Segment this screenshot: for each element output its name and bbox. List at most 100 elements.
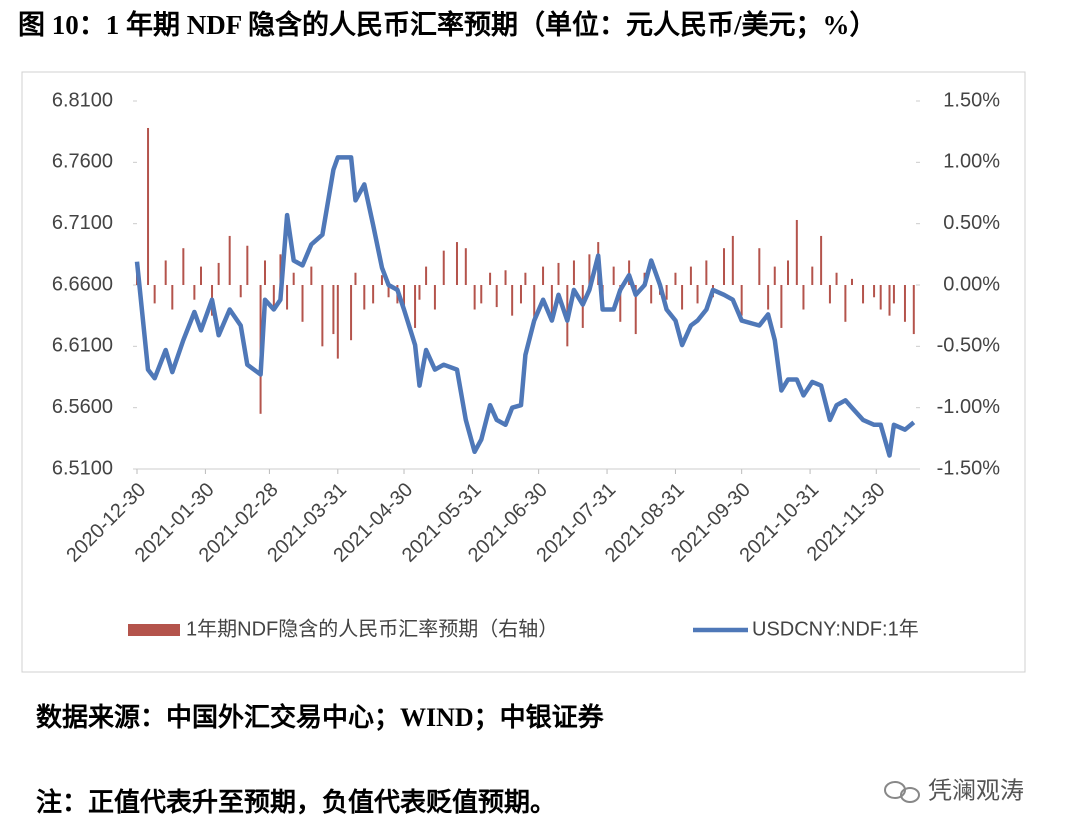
bar — [473, 285, 476, 310]
bar — [403, 285, 406, 312]
source: 数据来源：中国外汇交易中心；WIND；中银证券 — [36, 702, 605, 732]
bar — [193, 285, 196, 300]
bar — [689, 266, 692, 285]
bar — [912, 285, 915, 335]
bar — [332, 285, 335, 335]
bar — [519, 285, 522, 304]
bar — [835, 272, 838, 285]
bar — [740, 285, 743, 316]
y2-tick-label: 0.00% — [943, 273, 1000, 295]
bar — [811, 266, 814, 285]
bar — [433, 285, 436, 310]
bar — [696, 285, 699, 304]
note: 注：正值代表升至预期，负值代表贬值预期。 — [36, 787, 556, 817]
bar — [787, 260, 790, 285]
y2-tick-label: -1.50% — [937, 457, 1001, 479]
y-tick-label: 6.6600 — [52, 273, 113, 295]
legend-swatch — [128, 624, 180, 636]
y2-tick-label: -1.00% — [937, 396, 1001, 418]
bar — [628, 260, 631, 285]
bar — [199, 266, 202, 285]
bar — [171, 285, 174, 310]
y-tick-label: 6.7600 — [52, 151, 113, 173]
bar — [321, 285, 324, 347]
bar — [292, 272, 295, 285]
bar — [504, 270, 507, 285]
bar — [524, 272, 527, 285]
y-tick-label: 6.6100 — [52, 335, 113, 357]
bar — [572, 260, 575, 285]
bar — [862, 285, 865, 304]
y-tick-label: 6.7100 — [52, 212, 113, 234]
bar — [246, 245, 249, 285]
bar — [674, 272, 677, 285]
watermark: 凭澜观涛 — [928, 777, 1024, 804]
bar — [795, 219, 798, 285]
bar — [455, 242, 458, 285]
bar — [888, 285, 891, 316]
bar — [705, 260, 708, 285]
bar — [767, 285, 770, 310]
bar — [228, 235, 231, 285]
bar — [903, 285, 906, 322]
bar — [542, 266, 545, 285]
bar — [723, 248, 726, 285]
y-tick-label: 6.5100 — [52, 457, 113, 479]
bar — [217, 262, 220, 285]
bar — [239, 285, 242, 298]
bar — [418, 285, 421, 300]
bar — [301, 285, 304, 322]
bar — [279, 254, 282, 285]
line — [134, 155, 916, 458]
bar — [147, 127, 150, 285]
chart-title: 图 10：1 年期 NDF 隐含的人民币汇率预期（单位：元人民币/美元；%） — [18, 9, 877, 40]
watermark-icon — [884, 781, 920, 803]
bar — [480, 285, 483, 304]
bar — [489, 272, 492, 285]
y2-tick-label: 1.50% — [943, 89, 1000, 111]
bar — [650, 285, 653, 304]
y-tick-label: 6.8100 — [52, 89, 113, 111]
y2-tick-label: -0.50% — [937, 335, 1001, 357]
bar — [634, 285, 637, 335]
bar — [372, 285, 375, 304]
bar — [681, 285, 684, 310]
bar — [758, 248, 761, 285]
bar — [442, 250, 445, 285]
bar — [892, 285, 895, 304]
bar — [363, 285, 366, 310]
bar — [731, 235, 734, 285]
bar — [425, 266, 428, 285]
bar — [414, 285, 417, 328]
bar — [350, 285, 353, 341]
bar — [354, 272, 357, 285]
bar — [665, 285, 668, 300]
bar — [873, 285, 876, 298]
bar — [879, 285, 882, 310]
bar — [550, 285, 553, 316]
bar — [272, 285, 275, 308]
bar — [286, 285, 289, 310]
bar — [263, 260, 266, 285]
bar — [612, 266, 615, 285]
bar — [773, 266, 776, 285]
bar — [820, 235, 823, 285]
bar — [387, 285, 390, 298]
bar — [619, 285, 622, 322]
legend-label: 1年期NDF隐含的人民币汇率预期（右轴） — [186, 617, 558, 640]
bar — [380, 275, 383, 285]
bar — [533, 285, 536, 322]
bar — [828, 285, 831, 304]
bar — [588, 254, 591, 285]
bar — [511, 285, 514, 316]
bar — [310, 266, 313, 285]
bar — [802, 285, 805, 310]
bar — [336, 285, 339, 359]
y2-tick-label: 0.50% — [943, 212, 1000, 234]
y-tick-label: 6.5600 — [52, 396, 113, 418]
bar — [495, 285, 498, 308]
bar — [557, 262, 560, 285]
bar — [851, 278, 854, 285]
legend-label: USDCNY:NDF:1年 — [752, 617, 919, 640]
